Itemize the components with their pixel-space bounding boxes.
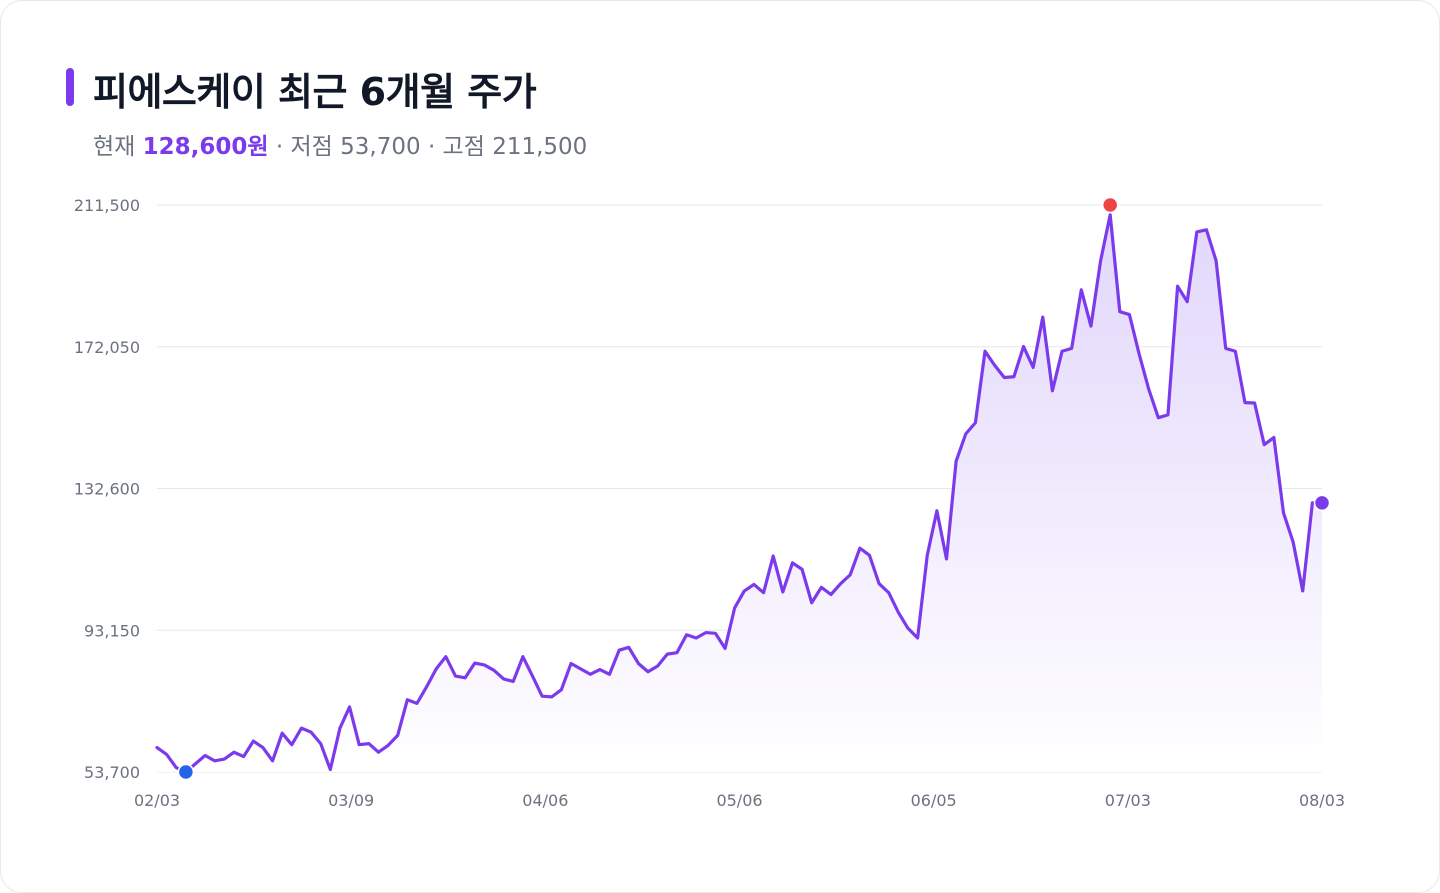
x-tick-label: 07/03 [1105,791,1151,810]
current-label: 현재 [93,134,136,160]
x-tick-label: 04/06 [522,791,568,810]
price-markers [177,196,1331,781]
price-line [155,213,1324,774]
high-price: · 고점 211,500 [427,134,588,160]
y-tick-label: 211,500 [74,196,140,215]
high-price-marker [1101,196,1119,214]
last-price-marker [1313,494,1331,512]
x-axis-ticks: 02/03 03/09 04/06 05/06 06/05 07/03 08/03 [134,791,1345,810]
y-tick-label: 172,050 [74,338,140,357]
x-tick-label: 03/09 [328,791,374,810]
title-accent-bar [66,68,74,106]
price-summary: 현재 128,600원 · 저점 53,700 · 고점 211,500 [93,127,587,161]
y-tick-label: 132,600 [74,480,140,499]
y-tick-label: 53,700 [84,763,140,782]
y-axis-ticks: 53,700 93,150 132,600 172,050 211,500 [74,196,140,782]
x-tick-label: 06/05 [911,791,957,810]
current-price: 128,600 [142,134,248,160]
chart-title: 피에스케이 최근 6개월 주가 [93,70,537,114]
price-area [157,214,1322,772]
low-price-marker [177,763,195,781]
x-tick-label: 08/03 [1299,791,1345,810]
x-tick-label: 02/03 [134,791,180,810]
current-unit: 원 [247,134,269,160]
y-tick-label: 93,150 [84,621,140,640]
low-price: · 저점 53,700 [275,134,421,160]
x-tick-label: 05/06 [716,791,762,810]
